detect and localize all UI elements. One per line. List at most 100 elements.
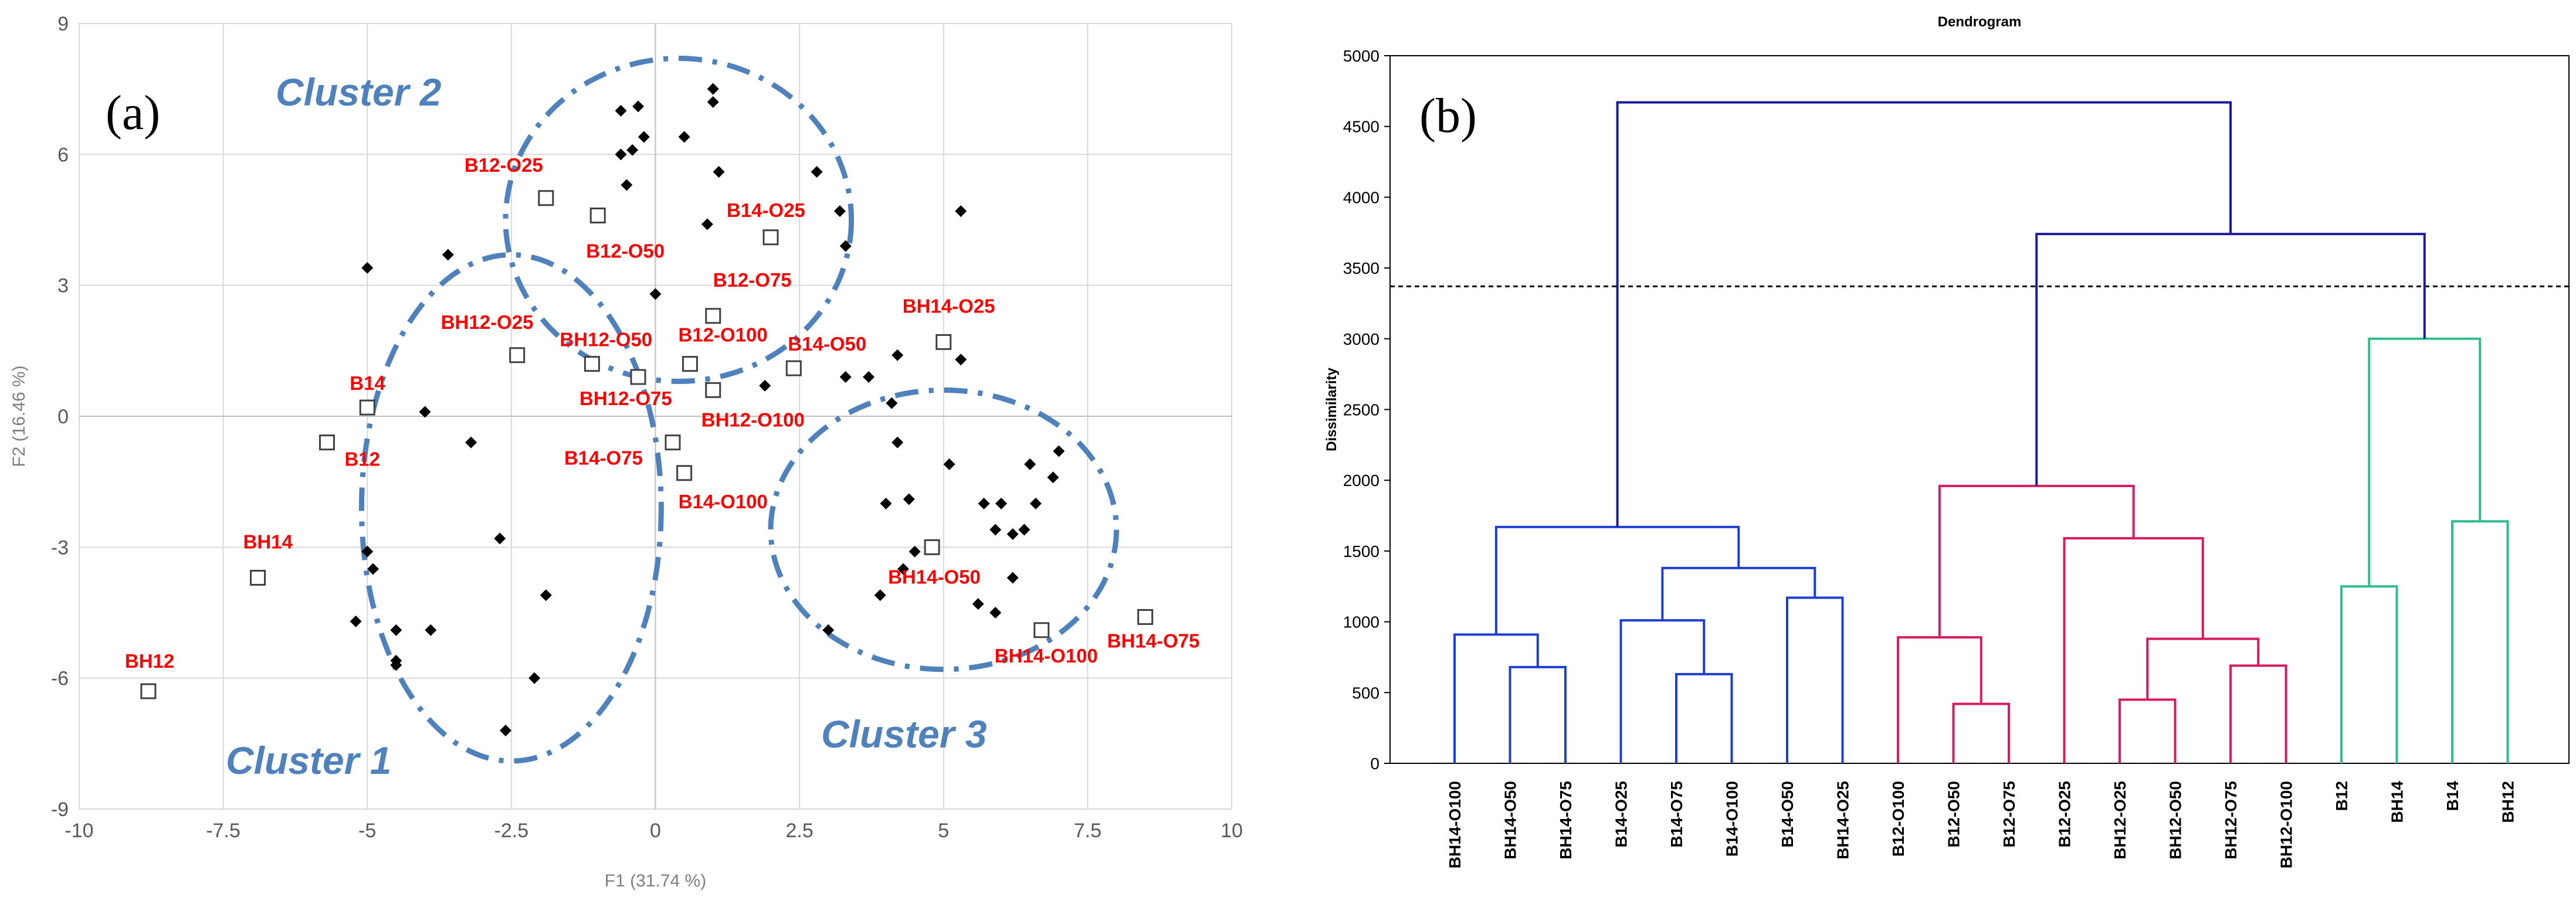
pca-variable-point — [839, 240, 852, 252]
pca-sample-label: BH14-O75 — [1107, 630, 1200, 651]
dendro-y-tick-label: 500 — [1352, 684, 1379, 702]
pca-variable-point — [943, 458, 955, 470]
pca-variable-point — [833, 205, 846, 218]
pca-y-tick-label: 3 — [57, 275, 69, 297]
dendrogram-chart: 0 500 1000 1500 2000 2500 3000 3500 4000 4500 5000… — [1324, 14, 2570, 868]
pca-variable-point — [863, 371, 875, 383]
pca-variable-point — [955, 354, 967, 366]
pca-sample-point — [676, 465, 693, 481]
pca-variable-point — [626, 144, 639, 156]
dendro-y-axis-title: Dissimilarity — [1324, 367, 1340, 451]
pca-sample-point — [318, 434, 335, 451]
pca-variable-point — [1006, 528, 1019, 540]
dendro-y-tick-label: 4500 — [1343, 118, 1379, 136]
pca-sample-point — [538, 190, 554, 206]
pca-variable-point — [892, 349, 904, 361]
pca-sample-point — [785, 360, 802, 376]
pca-sample-label: BH14-O25 — [903, 295, 995, 317]
dendro-leaf-label: BH14 — [2388, 781, 2406, 823]
pca-variable-point — [390, 624, 402, 636]
pca-sample-point — [509, 347, 526, 363]
pca-sample-label: B12-O50 — [586, 240, 665, 262]
pca-variable-point — [1006, 572, 1019, 584]
pca-sample-label: B12-O100 — [678, 324, 767, 346]
pca-x-tick-label: 10 — [1221, 820, 1243, 842]
pca-sample-label: B12-O25 — [465, 154, 543, 176]
pca-sample-label: BH12-O100 — [701, 409, 805, 430]
pca-x-tick-label: 7.5 — [1074, 820, 1101, 842]
pca-variable-point — [442, 249, 454, 261]
pca-sample-label: BH12-O25 — [441, 311, 534, 333]
pca-sample-point — [762, 229, 779, 246]
pca-variable-point — [1029, 497, 1042, 509]
dendro-y-tick-label: 1000 — [1343, 613, 1379, 631]
pca-x-tick-label: -7.5 — [206, 820, 240, 842]
pca-sample-label: BH12 — [125, 650, 174, 672]
dendro-y-tick-label: 3500 — [1343, 259, 1379, 277]
dendro-y-tick-label: 4000 — [1343, 188, 1379, 206]
pca-sample-point — [705, 308, 721, 324]
dendro-leaf-label: BH14-O100 — [1446, 781, 1464, 868]
dendro-y-tick-label: 5000 — [1343, 47, 1379, 65]
pca-variable-point — [1047, 471, 1059, 484]
pca-variable-point — [701, 218, 713, 230]
dendro-y-tick-label: 1500 — [1343, 542, 1379, 560]
pca-sample-point — [589, 208, 606, 224]
pca-variable-point — [839, 371, 852, 383]
pca-x-tick-label: -10 — [65, 820, 93, 842]
pca-variable-point — [995, 497, 1007, 509]
pca-variable-point — [972, 598, 984, 610]
pca-variable-point — [909, 545, 921, 558]
pca-y-axis-title: F2 (16.46 %) — [9, 365, 29, 467]
pca-variable-point — [989, 607, 1002, 619]
pca-sample-point — [705, 382, 721, 398]
pca-variable-point — [978, 497, 990, 509]
dendro-leaf-label: B14 — [2443, 781, 2462, 811]
pca-sample-point — [250, 569, 266, 586]
dendro-y-tick-label: 0 — [1370, 755, 1379, 773]
pca-sample-label: B14-O100 — [679, 491, 768, 512]
dendro-leaf-label: BH12 — [2499, 781, 2517, 823]
pca-sample-label: BH14-O50 — [888, 566, 981, 587]
dendro-y-tick-label: 2000 — [1343, 471, 1379, 490]
dendro-leaf-label: BH12-O75 — [2222, 781, 2240, 859]
pca-sample-point — [1137, 609, 1154, 625]
pca-variable-point — [350, 615, 362, 627]
pca-sample-label: B12 — [344, 448, 380, 470]
pca-sample-label: BH12-O50 — [560, 329, 652, 351]
pca-sample-label: B12-O75 — [713, 269, 792, 291]
pca-x-tick-label: -2.5 — [494, 820, 529, 842]
pca-x-tick-label: 2.5 — [785, 820, 813, 842]
pca-variable-point — [822, 624, 835, 636]
pca-sample-point — [630, 369, 646, 385]
pca-sample-point — [936, 334, 952, 350]
pca-sample-label: B14 — [350, 372, 385, 394]
pca-variable-point — [540, 589, 552, 602]
dendro-leaf-label: BH14-O50 — [1501, 781, 1520, 859]
panel-label-b: (b) — [1419, 89, 1477, 143]
pca-variable-point — [989, 524, 1002, 536]
pca-variable-point — [390, 659, 402, 671]
pca-sample-point — [924, 539, 940, 555]
pca-y-tick-label: 9 — [57, 13, 69, 35]
dendro-leaf-label: B12-O100 — [1889, 781, 1907, 857]
pca-variable-point — [707, 83, 719, 95]
pca-sample-point — [359, 399, 375, 416]
dendro-leaf-label: BH14-O75 — [1557, 781, 1575, 859]
dendro-leaf-label: B12 — [2333, 781, 2351, 811]
pca-sample-label: B14-O75 — [564, 447, 643, 469]
pca-cluster-label: Cluster 2 — [276, 70, 442, 114]
pca-sample-point — [584, 356, 600, 372]
pca-x-tick-label: -5 — [358, 820, 376, 842]
dendro-leaf-label: B14-O25 — [1612, 781, 1631, 848]
pca-y-tick-label: -3 — [51, 536, 69, 559]
pca-cluster-ellipse — [358, 252, 664, 764]
dendro-leaf-label: B12-O25 — [2056, 781, 2074, 848]
pca-sample-label: BH12-O75 — [579, 388, 672, 409]
dendro-leaf-label: BH14-O25 — [1834, 781, 1852, 859]
pca-variable-point — [886, 397, 898, 409]
pca-variable-point — [892, 436, 904, 448]
dendro-leaf-label: B12-O50 — [1945, 781, 1963, 848]
pca-variable-point — [494, 532, 506, 545]
